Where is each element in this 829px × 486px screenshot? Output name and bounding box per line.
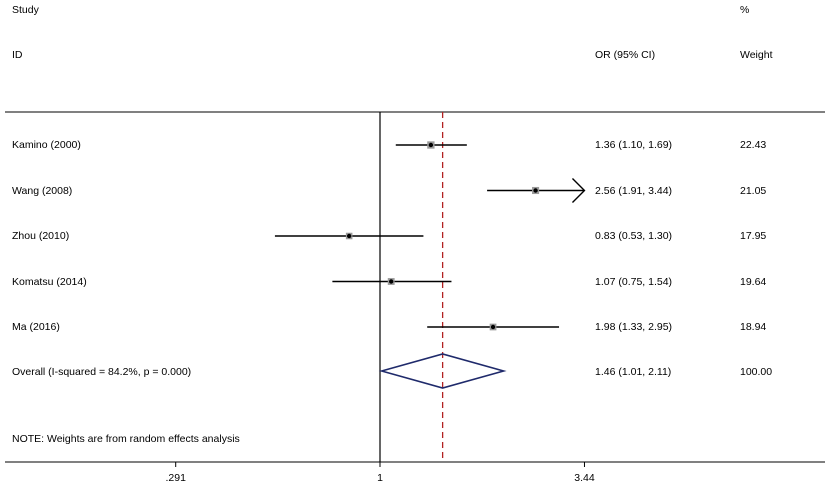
study-weight: 21.05	[740, 184, 767, 197]
x-tick-label: 1	[377, 472, 383, 484]
study-ci-text: 1.98 (1.33, 2.95)	[595, 321, 673, 333]
header-percent: %	[740, 4, 750, 16]
study-point	[428, 142, 434, 148]
study-ci-text: 2.56 (1.91, 3.44)	[595, 184, 673, 197]
overall-label: Overall (I-squared = 84.2%, p = 0.000)	[12, 366, 192, 378]
study-point	[388, 279, 394, 284]
study-ci-text: 1.36 (1.10, 1.69)	[595, 139, 673, 151]
overall-diamond	[378, 353, 507, 389]
study-ci-arrow	[571, 178, 586, 203]
header-id: ID	[12, 49, 23, 61]
study-label: Komatsu (2014)	[12, 275, 87, 288]
header-study: Study	[12, 4, 39, 16]
study-point	[346, 233, 352, 239]
study-point	[533, 188, 538, 193]
x-tick-label: 3.44	[574, 472, 595, 484]
footnote: NOTE: Weights are from random effects an…	[12, 433, 240, 445]
header-weight: Weight	[740, 49, 773, 61]
study-label: Wang (2008)	[12, 184, 73, 197]
study-label: Zhou (2010)	[12, 230, 70, 242]
study-ci-text: 0.83 (0.53, 1.30)	[595, 230, 673, 242]
study-weight: 18.94	[740, 321, 767, 333]
study-weight: 17.95	[740, 230, 767, 242]
study-point	[490, 324, 496, 330]
study-ci-text: 1.07 (0.75, 1.54)	[595, 275, 673, 288]
study-weight: 19.64	[740, 275, 767, 288]
study-label: Ma (2016)	[12, 321, 60, 333]
overall-weight: 100.00	[740, 366, 773, 378]
study-weight: 22.43	[740, 139, 767, 151]
study-label: Kamino (2000)	[12, 139, 81, 151]
header-ci: OR (95% CI)	[595, 49, 656, 61]
overall-ci: 1.46 (1.01, 2.11)	[595, 366, 672, 378]
x-tick-label: .291	[165, 472, 186, 484]
